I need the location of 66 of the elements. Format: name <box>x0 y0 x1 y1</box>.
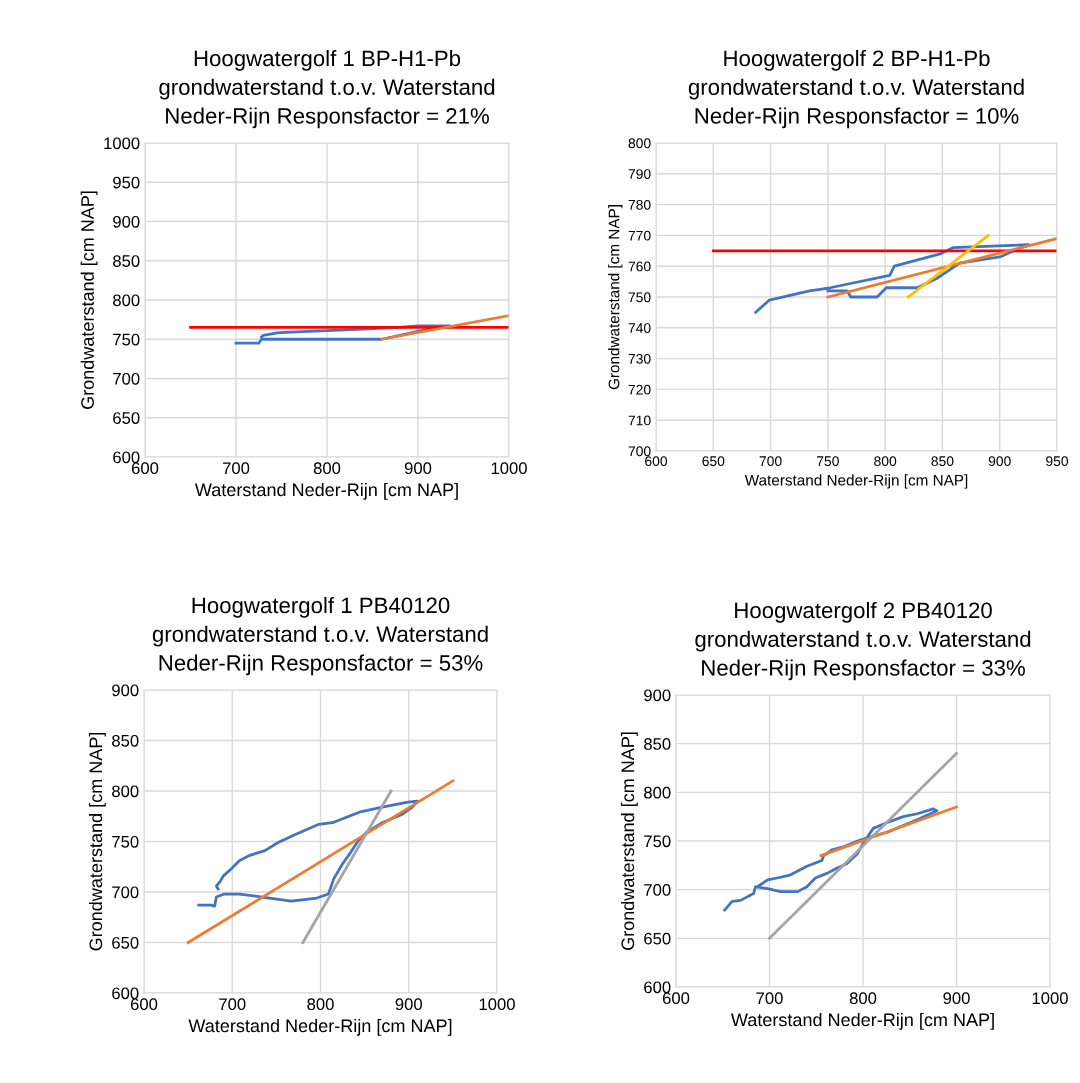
x-tick-label: 900 <box>395 998 422 1011</box>
y-tick-label: 900 <box>644 689 671 702</box>
y-axis-title: Grondwaterstand [cm NAP] <box>620 732 638 950</box>
y-tick-label: 750 <box>628 292 651 303</box>
x-axis-title: Waterstand Neder-Rijn [cm NAP] <box>730 1012 994 1030</box>
y-tick-label: 780 <box>628 199 651 210</box>
y-tick-label: 700 <box>113 372 140 385</box>
x-tick-label: 900 <box>988 456 1011 467</box>
x-tick-label: 700 <box>759 456 782 467</box>
y-tick-label: 900 <box>112 684 139 697</box>
y-tick-label: 800 <box>628 138 651 149</box>
y-tick-label: 700 <box>644 884 671 896</box>
y-tick-label: 1000 <box>104 137 140 150</box>
y-tick-label: 650 <box>112 936 139 949</box>
y-axis-title: Grondwaterstand [cm NAP] <box>80 191 98 409</box>
x-tick-label: 1000 <box>479 998 515 1011</box>
x-tick-label: 800 <box>313 462 341 475</box>
y-tick-label: 850 <box>113 255 140 267</box>
x-tick-label: 750 <box>816 456 839 467</box>
y-axis-title: Grondwaterstand [cm NAP] <box>608 205 623 390</box>
y-tick-label: 600 <box>644 981 671 994</box>
x-axis-title: Waterstand Neder-Rijn [cm NAP] <box>194 482 458 500</box>
chart-title: Hoogwatergolf 2 BP-H1-Pb grondwaterstand t.o.v. Waterstand Neder-Rijn Responsfactor = 10% <box>688 49 1024 129</box>
x-tick-label: 1000 <box>491 462 527 475</box>
y-tick-label: 770 <box>628 230 651 241</box>
y-tick-label: 650 <box>644 932 671 945</box>
y-tick-label: 750 <box>113 333 140 346</box>
x-tick-label: 700 <box>222 462 250 475</box>
y-tick-label: 800 <box>112 785 139 798</box>
x-tick-label: 700 <box>219 998 246 1011</box>
y-tick-label: 740 <box>628 323 651 333</box>
x-tick-label: 800 <box>874 456 897 467</box>
y-axis-title: Grondwaterstand [cm NAP] <box>88 732 106 951</box>
y-tick-label: 900 <box>113 215 140 228</box>
y-tick-label: 850 <box>644 738 671 750</box>
y-tick-label: 730 <box>628 353 651 364</box>
y-tick-label: 750 <box>112 835 139 848</box>
y-tick-label: 700 <box>112 886 139 899</box>
chart-title: Hoogwatergolf 1 PB40120 grondwaterstand t.o.v. Waterstand Neder-Rijn Responsfactor = 53% <box>152 596 488 676</box>
y-tick-label: 950 <box>113 176 140 189</box>
x-tick-label: 600 <box>662 992 690 1005</box>
y-tick-label: 700 <box>628 446 651 457</box>
y-tick-label: 800 <box>644 786 671 799</box>
x-axis-title: Waterstand Neder-Rijn [cm NAP] <box>744 474 968 489</box>
x-tick-label: 900 <box>404 462 432 475</box>
chart-title: Hoogwatergolf 1 BP-H1-Pb grondwaterstand t.o.v. Waterstand Neder-Rijn Responsfactor = 21% <box>159 49 495 129</box>
x-tick-label: 800 <box>307 998 334 1011</box>
y-tick-label: 750 <box>644 835 671 848</box>
x-axis-title: Waterstand Neder-Rijn [cm NAP] <box>188 1018 452 1036</box>
y-tick-label: 790 <box>628 169 651 179</box>
x-tick-label: 1000 <box>1032 992 1068 1005</box>
y-tick-label: 760 <box>628 261 651 272</box>
y-tick-label: 850 <box>112 734 139 747</box>
x-tick-label: 650 <box>702 456 725 467</box>
x-tick-label: 700 <box>756 992 783 1005</box>
x-tick-label: 950 <box>1046 456 1069 467</box>
x-tick-label: 600 <box>130 998 158 1011</box>
y-tick-label: 650 <box>113 412 140 424</box>
x-tick-label: 600 <box>131 462 159 475</box>
x-tick-label: 800 <box>849 992 877 1005</box>
x-tick-label: 850 <box>931 456 954 467</box>
chart-title: Hoogwatergolf 2 PB40120 grondwaterstand t.o.v. Waterstand Neder-Rijn Responsfactor = 33% <box>695 601 1031 681</box>
x-tick-label: 900 <box>943 992 970 1005</box>
y-tick-label: 710 <box>628 415 651 426</box>
y-tick-label: 720 <box>628 384 651 395</box>
y-tick-label: 800 <box>113 294 140 307</box>
